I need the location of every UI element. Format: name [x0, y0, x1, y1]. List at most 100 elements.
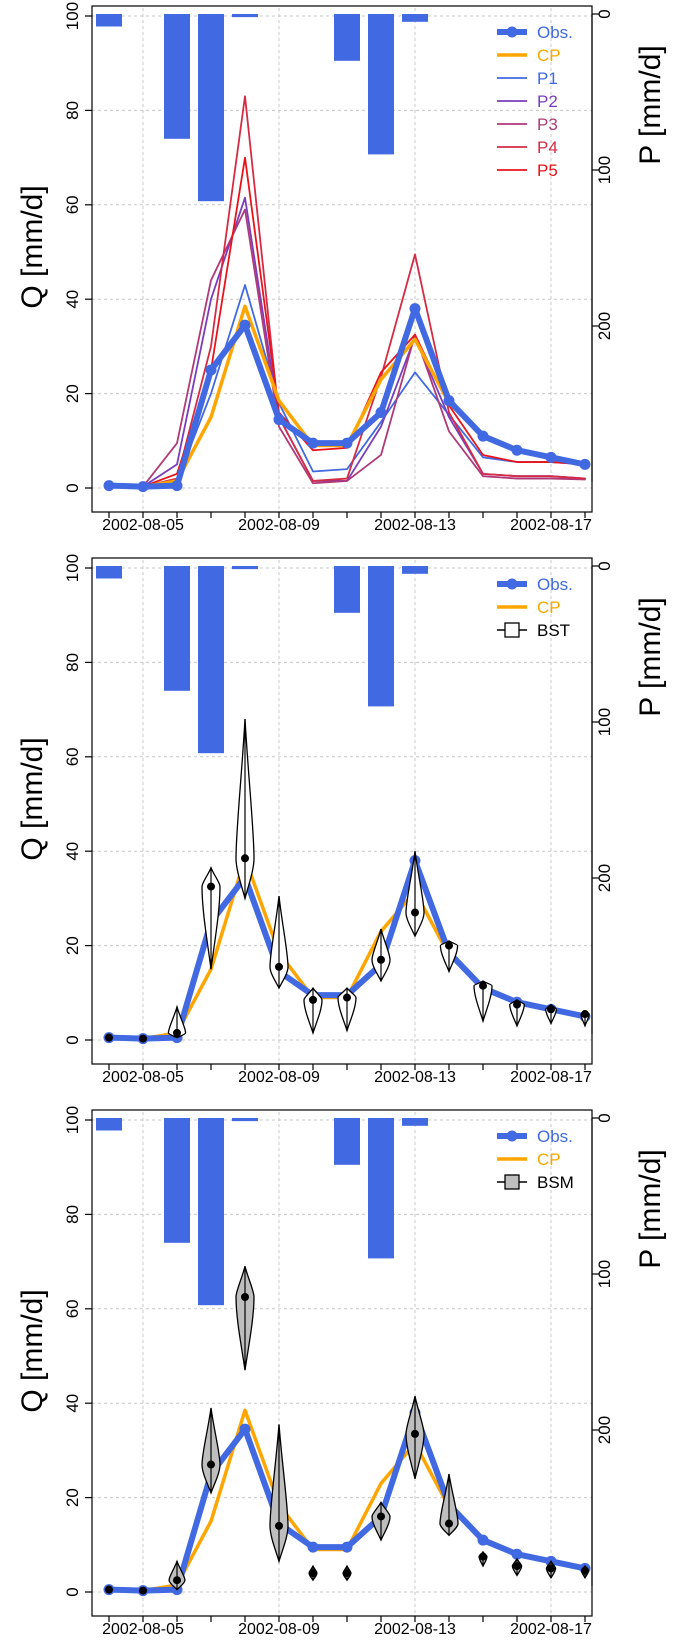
series-line-obs — [106, 305, 588, 490]
violin-median — [105, 1033, 113, 1042]
x-tick-label: 2002-08-09 — [238, 1069, 320, 1086]
y2-tick-label: 0 — [595, 561, 614, 570]
violin-median — [445, 1519, 453, 1528]
legend: Obs. CP BST — [497, 575, 573, 640]
legend-label: Obs. — [537, 1127, 573, 1146]
series-line-p1 — [108, 284, 586, 488]
y-tick-label: 60 — [63, 195, 82, 214]
obs-point — [205, 364, 217, 376]
legend-key-point — [506, 26, 518, 38]
violin-median — [309, 995, 317, 1004]
precip-bar — [368, 14, 394, 155]
x-tick-label: 2002-08-17 — [510, 1069, 592, 1086]
y2-tick-label: 0 — [595, 1113, 614, 1122]
y-axis-label: Q [mm/d] — [16, 1289, 49, 1412]
grid — [92, 560, 592, 1062]
y-tick-label: 80 — [63, 101, 82, 120]
series-line-p3 — [108, 208, 586, 488]
violins-bsm — [104, 1266, 590, 1595]
y2-tick-label: 100 — [595, 708, 614, 736]
obs-point — [171, 480, 183, 492]
precipitation-bars — [96, 1118, 428, 1306]
obs-point — [137, 481, 149, 493]
obs-point — [511, 1548, 523, 1560]
obs-point — [477, 1534, 489, 1546]
violin-median — [173, 1576, 181, 1585]
obs-point — [409, 303, 421, 315]
violin-median — [377, 955, 385, 964]
legend-label: CP — [537, 598, 561, 617]
violin-median — [513, 1562, 521, 1571]
obs-point — [477, 430, 489, 442]
y2-tick-label: 100 — [595, 156, 614, 184]
legend-key-point — [506, 1130, 518, 1142]
violin-median — [581, 1010, 589, 1019]
violin-median — [241, 854, 249, 863]
violin-median — [105, 1585, 113, 1594]
right-axis: 0 100 200 P [mm/d] — [591, 9, 667, 482]
precipitation-bars — [96, 566, 428, 754]
precip-bar — [232, 1118, 258, 1122]
obs-point — [341, 437, 353, 449]
precip-bar — [368, 1118, 394, 1259]
y-tick-label: 40 — [63, 1394, 82, 1413]
obs-point — [239, 1423, 251, 1435]
legend-label: P1 — [537, 69, 558, 88]
y2-axis-label: P [mm/d] — [634, 1149, 667, 1268]
legend-label: BST — [537, 621, 570, 640]
y-axis-label: Q [mm/d] — [16, 737, 49, 860]
precip-bar — [402, 566, 428, 574]
violin-median — [411, 1429, 419, 1438]
chart-panel-3: 0 20 40 60 80 100 Q [mm/d] 0 100 200 P [mm/d] 2002-… — [16, 1106, 667, 1638]
legend-label: Obs. — [537, 575, 573, 594]
precip-bar — [198, 14, 224, 202]
obs-point — [545, 451, 557, 463]
grid — [92, 1112, 592, 1614]
violin-median — [343, 1569, 351, 1578]
violin-median — [479, 1552, 487, 1561]
y-tick-label: 100 — [63, 2, 82, 30]
violin-median — [309, 1569, 317, 1578]
legend-label: P2 — [537, 92, 558, 111]
y-tick-label: 20 — [63, 384, 82, 403]
violin-median — [581, 1566, 589, 1575]
x-tick-label: 2002-08-17 — [510, 517, 592, 534]
precip-bar — [164, 566, 190, 691]
y-tick-label: 0 — [63, 1587, 82, 1596]
obs-point — [307, 437, 319, 449]
left-axis: 0 20 40 60 80 100 Q [mm/d] — [16, 1106, 92, 1597]
precip-bar — [402, 14, 428, 22]
violin-median — [207, 882, 215, 891]
precip-bar — [334, 14, 360, 61]
y2-tick-label: 100 — [595, 1260, 614, 1288]
precip-bar — [334, 566, 360, 613]
precipitation-bars — [96, 14, 428, 202]
x-tick-label: 2002-08-17 — [510, 1621, 592, 1638]
violin-median — [377, 1512, 385, 1521]
x-tick-label: 2002-08-13 — [374, 517, 456, 534]
x-tick-label: 2002-08-09 — [238, 517, 320, 534]
legend-label: CP — [537, 1150, 561, 1169]
y-tick-label: 100 — [63, 1106, 82, 1134]
y-axis-label: Q [mm/d] — [16, 185, 49, 308]
y2-tick-label: 200 — [595, 312, 614, 340]
left-axis: 0 20 40 60 80 100 Q [mm/d] — [16, 554, 92, 1045]
obs-point — [307, 1541, 319, 1553]
legend: Obs. CP P1 P2 P3 P4 P5 — [497, 23, 573, 180]
violin-median — [411, 908, 419, 917]
chart-panel-2: 0 20 40 60 80 100 Q [mm/d] 0 100 200 P [mm/d] 2002-… — [16, 554, 667, 1086]
legend-label: P4 — [537, 138, 558, 157]
legend-label: P3 — [537, 115, 558, 134]
legend-label: BSM — [537, 1173, 574, 1192]
precip-bar — [96, 566, 122, 579]
obs-point — [341, 1541, 353, 1553]
y-tick-label: 0 — [63, 483, 82, 492]
x-tick-label: 2002-08-05 — [102, 517, 184, 534]
y2-axis-label: P [mm/d] — [634, 45, 667, 164]
legend: Obs. CP BSM — [497, 1127, 574, 1192]
violin-median — [207, 1460, 215, 1469]
violin-median — [275, 1521, 283, 1530]
y-tick-label: 60 — [63, 747, 82, 766]
violin-median — [241, 1293, 249, 1301]
precip-bar — [368, 566, 394, 707]
